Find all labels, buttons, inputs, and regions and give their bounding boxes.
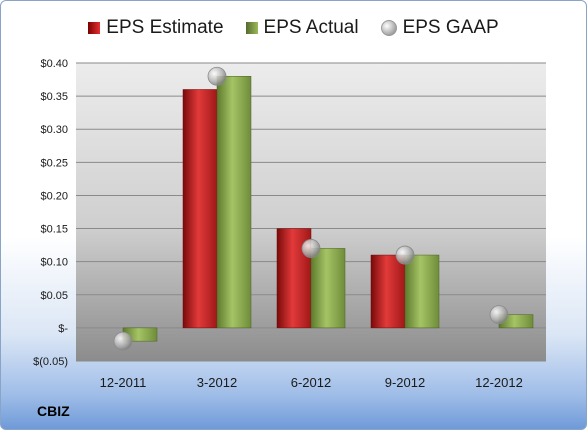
marker-eps-gaap (395, 245, 415, 265)
marker-eps-gaap (113, 331, 133, 351)
x-tick-label: 9-2012 (385, 375, 425, 390)
marker-eps-gaap (207, 66, 227, 86)
y-tick-label: $0.35 (40, 91, 68, 103)
legend-item-estimate: EPS Estimate (88, 17, 224, 39)
y-tick-label: $0.15 (40, 224, 68, 236)
x-tick-label: 12-2011 (100, 375, 147, 390)
gaap-marker-icon (380, 20, 397, 36)
y-axis-ticks: $0.40 $0.35 $0.30 $0.25 $0.20 $0.15 $0.10 $0.05… (33, 58, 68, 368)
legend-label-gaap: EPS GAAP (402, 17, 499, 38)
y-tick-label: $0.10 (40, 257, 68, 269)
company-label: CBIZ (37, 403, 70, 419)
y-tick-label: $0.20 (40, 190, 68, 202)
bar-eps-estimate (370, 254, 406, 329)
legend: EPS Estimate EPS Actual EPS GAAP (1, 17, 586, 39)
legend-label-estimate: EPS Estimate (106, 17, 224, 38)
x-tick-label: 3-2012 (197, 375, 237, 390)
bar-eps-actual (216, 75, 252, 329)
actual-swatch-icon (245, 22, 258, 34)
x-axis-labels: 12-2011 3-2012 6-2012 9-2012 12-2012 (100, 375, 523, 390)
marker-eps-gaap (489, 305, 509, 325)
bars (122, 75, 534, 342)
legend-label-actual: EPS Actual (263, 17, 359, 38)
marker-eps-gaap (301, 239, 321, 258)
gaap-markers (113, 66, 509, 351)
bar-eps-actual (404, 254, 440, 329)
bar-eps-estimate (182, 89, 218, 329)
y-tick-label: $(0.05) (33, 356, 68, 368)
y-tick-label: $0.40 (40, 58, 68, 70)
legend-item-actual: EPS Actual (245, 17, 359, 39)
estimate-swatch-icon (88, 22, 101, 34)
bar-eps-actual (310, 248, 346, 329)
y-tick-label: $0.05 (40, 290, 68, 302)
y-tick-label: $0.30 (40, 124, 68, 136)
legend-item-gaap: EPS GAAP (380, 17, 499, 39)
x-tick-label: 6-2012 (291, 375, 331, 390)
x-tick-label: 12-2012 (475, 375, 523, 390)
y-tick-label: $- (58, 323, 68, 335)
y-tick-label: $0.25 (40, 157, 68, 169)
